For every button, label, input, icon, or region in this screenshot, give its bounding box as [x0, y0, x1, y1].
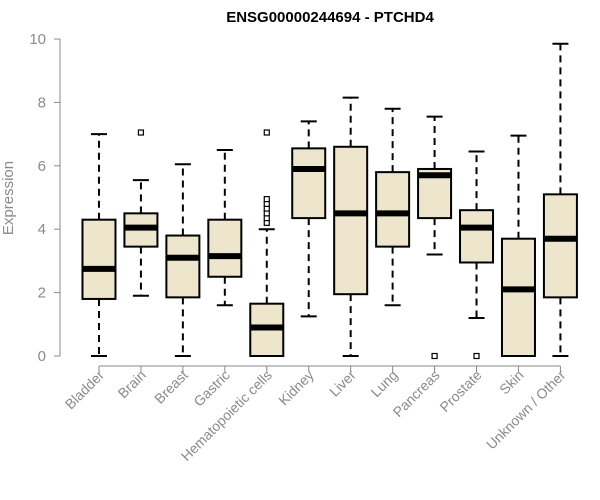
box-11 — [542, 42, 578, 357]
outlier-point — [263, 129, 270, 136]
y-axis: 0 2 4 6 8 10 — [29, 31, 61, 365]
box-10 — [500, 134, 536, 358]
box-iqr — [81, 218, 117, 300]
x-category-label: Brain — [115, 367, 149, 401]
box-iqr — [375, 171, 411, 248]
box-4 — [249, 129, 285, 358]
y-tick-label: 4 — [38, 221, 46, 238]
x-category-label: Prostate — [436, 367, 484, 415]
boxes-group — [81, 42, 578, 360]
outlier-point — [473, 352, 480, 360]
box-iqr — [165, 234, 201, 299]
box-5 — [291, 120, 327, 318]
box-iqr — [500, 237, 536, 358]
x-category-label: Skin — [496, 367, 527, 398]
box-2 — [165, 163, 201, 357]
outlier-point — [137, 129, 145, 136]
x-category-label: Breast — [151, 367, 191, 407]
x-category-label: Pancreas — [390, 367, 443, 420]
outlier-point — [263, 195, 270, 203]
box-8 — [417, 115, 453, 360]
box-iqr — [291, 147, 327, 220]
outlier-point — [431, 352, 438, 360]
y-tick-label: 10 — [29, 31, 46, 48]
chart-title: ENSG00000244694 - PTCHD4 — [226, 9, 434, 26]
x-category-label: Unknown / Other — [483, 367, 569, 453]
box-1 — [123, 129, 159, 297]
box-iqr — [459, 209, 495, 264]
box-9 — [459, 150, 495, 360]
x-category-label: Liver — [326, 367, 359, 400]
y-axis-label: Expression — [0, 161, 17, 235]
y-tick-label: 6 — [38, 158, 46, 175]
x-category-label: Bladder — [62, 367, 108, 413]
y-tick-label: 8 — [38, 94, 46, 111]
box-iqr — [207, 218, 243, 278]
x-category-label: Kidney — [275, 367, 317, 409]
y-tick-label: 0 — [38, 348, 46, 365]
box-iqr — [542, 193, 578, 299]
y-tick-label: 2 — [38, 285, 46, 302]
x-category-label: Lung — [367, 367, 400, 400]
box-0 — [81, 133, 117, 357]
box-7 — [375, 107, 411, 307]
box-iqr — [333, 145, 369, 296]
box-3 — [207, 148, 243, 307]
box-6 — [333, 96, 369, 357]
